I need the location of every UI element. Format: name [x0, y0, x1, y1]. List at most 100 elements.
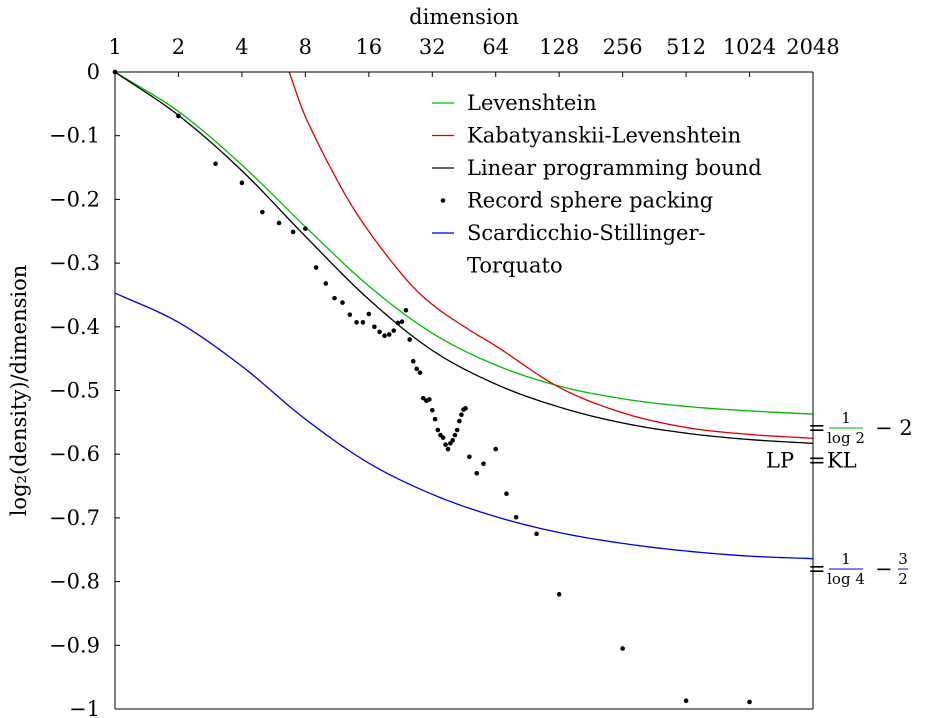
- data-point: [382, 333, 387, 339]
- x-tick-label: 64: [482, 35, 509, 59]
- data-point: [391, 328, 397, 333]
- y-tick-label: −0.6: [49, 442, 100, 466]
- y-tick-label: −0.8: [49, 570, 100, 594]
- x-tick-label: 2: [172, 35, 185, 59]
- x-tick-label: 4: [235, 35, 248, 59]
- data-point: [450, 437, 456, 443]
- y-tick-label: −0.3: [49, 251, 100, 275]
- series-line-1: [288, 72, 813, 439]
- fraction-numerator: 1: [841, 550, 851, 568]
- legend-label: Scardicchio-Stillinger-: [467, 221, 706, 245]
- data-point: [260, 209, 265, 215]
- y-tick-label: −0.2: [49, 187, 100, 211]
- x-tick-label: 8: [299, 35, 312, 59]
- data-point: [427, 397, 432, 402]
- y-tick-label: −0.7: [49, 506, 100, 530]
- y-axis-title: log₂(density)/dimension: [7, 265, 31, 517]
- data-point: [377, 329, 382, 335]
- asymptote-equals: =: [808, 416, 826, 440]
- legend: Levenshtein Kabatyanskii-Levenshtein Linea…: [432, 91, 762, 278]
- x-tick-label: 16: [355, 35, 382, 59]
- data-point: [410, 358, 416, 364]
- fraction-denominator: log 4: [827, 570, 865, 588]
- x-tick-label: 2048: [786, 35, 839, 59]
- data-point: [440, 435, 446, 440]
- data-point: [276, 220, 282, 226]
- data-point: [403, 307, 409, 313]
- data-point: [443, 442, 448, 447]
- data-point: [360, 320, 366, 325]
- data-point: [452, 432, 458, 438]
- data-point: [323, 281, 329, 286]
- data-point: [445, 446, 451, 452]
- data-point: [459, 412, 464, 418]
- y-tick-label: −0.1: [49, 124, 100, 148]
- data-point: [457, 418, 462, 424]
- data-point: [313, 265, 319, 270]
- legend-label: Levenshtein: [467, 91, 597, 115]
- x-tick-label: 512: [666, 35, 706, 59]
- series-line-0: [115, 72, 813, 415]
- data-point: [347, 312, 353, 318]
- x-tick-label: 32: [419, 35, 446, 59]
- data-point: [176, 113, 181, 119]
- asymptote-equals: =: [808, 449, 826, 473]
- legend-label: Torquato: [467, 254, 563, 278]
- data-point: [448, 441, 453, 446]
- series-line-2: [115, 72, 813, 445]
- asymptote-minus: −: [875, 557, 893, 581]
- data-point: [481, 461, 486, 467]
- data-point: [303, 226, 308, 231]
- data-point: [290, 229, 296, 235]
- fraction-denominator: 2: [898, 570, 908, 588]
- x-axis-title: dimension: [409, 5, 519, 29]
- data-point: [213, 161, 218, 167]
- y-tick-label: −1: [69, 697, 100, 718]
- legend-label: Record sphere packing: [467, 189, 713, 213]
- asymptote-equals: =: [808, 557, 826, 581]
- data-point: [493, 446, 499, 452]
- legend-label: Kabatyanskii-Levenshtein: [467, 124, 741, 148]
- asymptote-label-kl: KL: [827, 449, 857, 473]
- data-point: [556, 592, 562, 597]
- data-point: [474, 471, 480, 476]
- data-point: [467, 454, 472, 460]
- chart-marks: [112, 69, 813, 705]
- data-point: [354, 320, 359, 325]
- data-point: [417, 370, 423, 375]
- data-point: [399, 319, 405, 325]
- fraction-numerator: 1: [841, 409, 851, 427]
- data-point: [239, 180, 245, 186]
- data-point: [332, 295, 337, 301]
- data-point: [534, 531, 539, 537]
- data-point: [463, 406, 468, 411]
- data-point: [747, 699, 752, 705]
- data-point: [620, 646, 625, 651]
- y-tick-label: −0.4: [49, 315, 100, 339]
- data-point: [414, 366, 420, 372]
- data-point: [683, 698, 689, 704]
- x-tick-label: 128: [539, 35, 579, 59]
- asymptote-label-lp: LP: [766, 449, 794, 473]
- legend-swatch: [440, 198, 446, 203]
- data-point: [435, 427, 441, 433]
- levenshtein-asymptote: = 1 log 2 − 2: [808, 409, 913, 447]
- y-tick-label: −0.9: [49, 633, 100, 657]
- data-point: [340, 300, 345, 305]
- y-tick-label: 0: [87, 60, 100, 84]
- asymptote-suffix: − 2: [875, 416, 913, 440]
- x-tick-label: 256: [603, 35, 643, 59]
- data-point: [407, 337, 412, 342]
- data-point: [395, 320, 401, 326]
- data-point: [429, 407, 435, 413]
- x-tick-label: 1024: [723, 35, 776, 59]
- data-point: [366, 311, 372, 317]
- fraction-denominator: log 2: [827, 429, 865, 447]
- y-tick-label: −0.5: [49, 379, 100, 403]
- data-point: [454, 427, 460, 433]
- x-tick-label: 1: [108, 35, 121, 59]
- data-point: [386, 332, 392, 337]
- data-point: [420, 395, 426, 401]
